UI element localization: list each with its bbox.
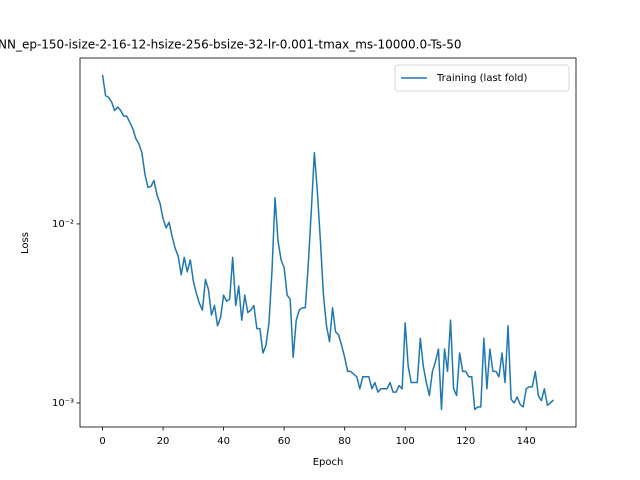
y-tick-label: 10⁻³ — [52, 398, 74, 409]
x-axis-label: Epoch — [313, 457, 344, 468]
chart-title: NN_ep-150-isize-2-16-12-hsize-256-bsize-… — [0, 38, 462, 52]
y-tick-label: 10⁻² — [52, 219, 74, 230]
legend-label: Training (last fold) — [436, 73, 528, 84]
x-tick-label: 120 — [456, 436, 475, 447]
x-tick-label: 80 — [338, 436, 351, 447]
x-tick-label: 100 — [396, 436, 415, 447]
x-tick-label: 0 — [99, 436, 105, 447]
x-tick-label: 140 — [517, 436, 536, 447]
legend-box — [394, 64, 570, 92]
plot-frame — [79, 57, 577, 428]
y-axis-label: Loss — [20, 232, 31, 254]
x-tick-label: 60 — [278, 436, 291, 447]
x-tick-label: 40 — [217, 436, 230, 447]
x-tick-label: 20 — [157, 436, 170, 447]
data-line — [101, 74, 554, 411]
